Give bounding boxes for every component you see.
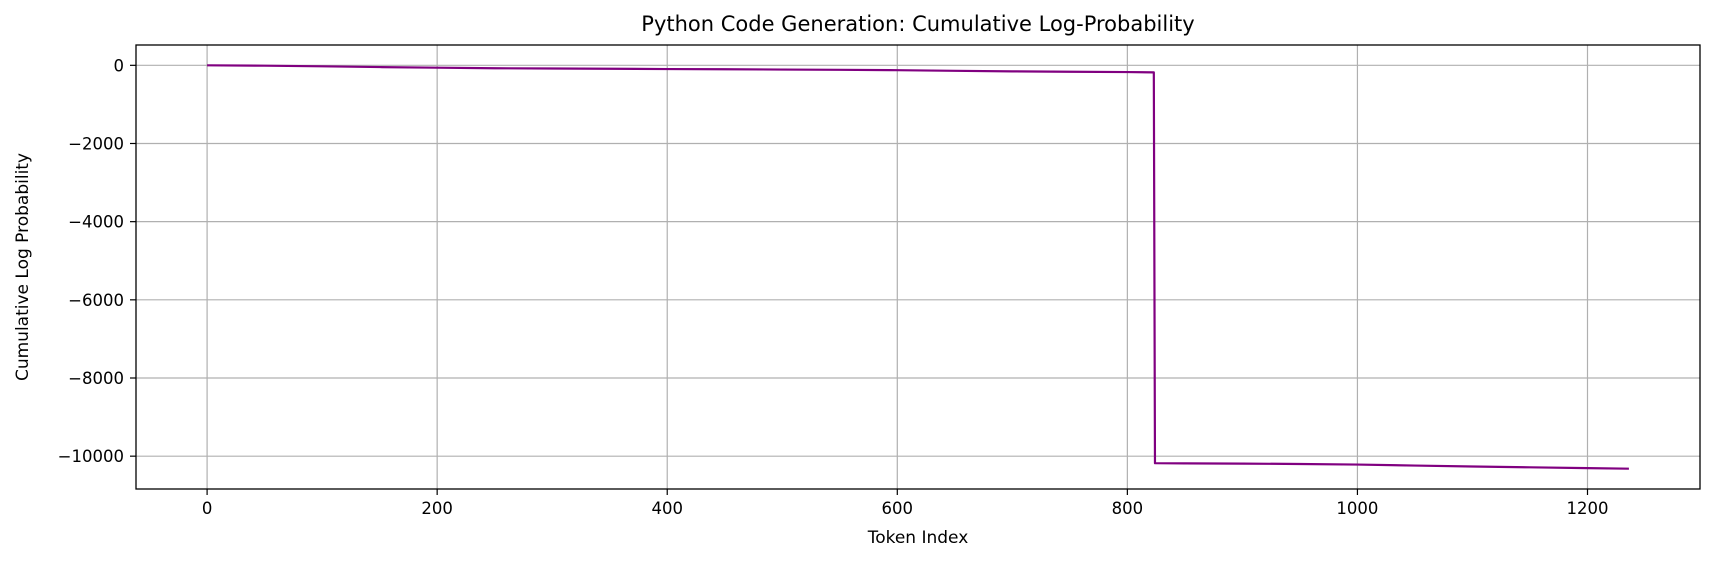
chart-title: Python Code Generation: Cumulative Log-P… (641, 12, 1194, 36)
y-tick-label-4: −8000 (68, 369, 124, 388)
x-tick-label-1: 200 (421, 499, 453, 518)
plot-area (135, 44, 1701, 490)
x-tick-label-5: 1000 (1336, 499, 1378, 518)
x-axis-ticks: 0 200 400 600 800 1000 1200 (202, 489, 1608, 518)
y-tick-label-3: −6000 (68, 291, 124, 310)
y-axis-ticks: 0 −2000 −4000 −6000 −8000 −10000 (58, 56, 136, 466)
x-tick-label-3: 600 (882, 499, 914, 518)
grid (136, 45, 1700, 489)
y-tick-label-0: 0 (114, 56, 125, 75)
x-axis-label: Token Index (867, 528, 969, 548)
plot-background (136, 45, 1700, 489)
series-line-0 (207, 64, 1629, 470)
series-layer (207, 64, 1629, 470)
x-tick-label-2: 400 (651, 499, 683, 518)
y-tick-label-2: −4000 (68, 213, 124, 232)
y-tick-label-5: −10000 (58, 447, 124, 466)
y-axis-label: Cumulative Log Probability (13, 153, 33, 381)
y-tick-label-1: −2000 (68, 134, 124, 153)
x-tick-label-0: 0 (202, 499, 213, 518)
x-tick-label-4: 800 (1112, 499, 1144, 518)
plot-frame (135, 44, 1701, 490)
x-tick-label-6: 1200 (1566, 499, 1608, 518)
